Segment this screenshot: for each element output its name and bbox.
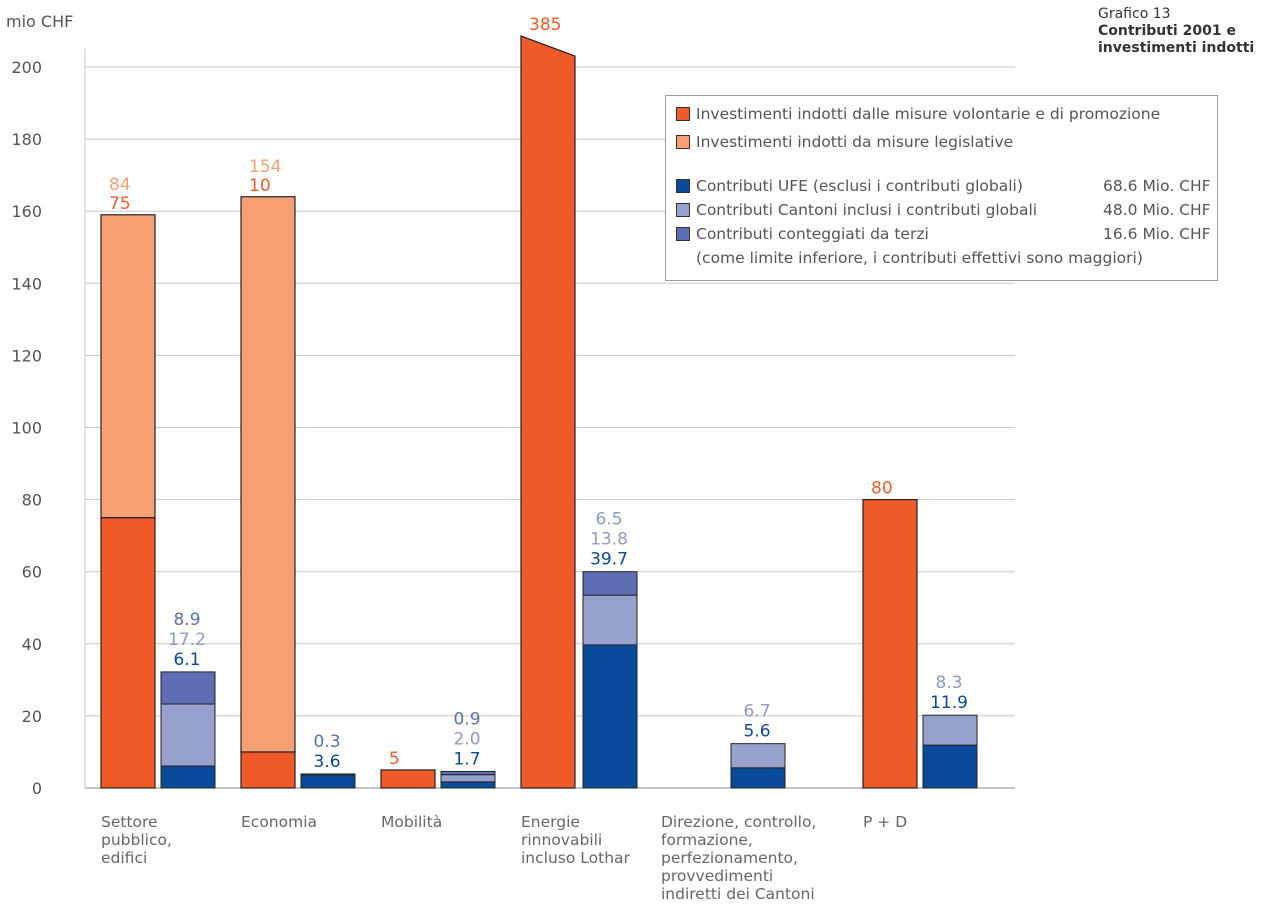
x-category-label-4-4: indiretti dei Cantoni — [661, 885, 815, 903]
bar-ufe-4 — [730, 767, 786, 789]
x-category-label-0-2: edifici — [101, 849, 147, 867]
bar-cantoni-5 — [922, 714, 978, 746]
legend-note-text: (come limite inferiore, i contributi eff… — [696, 249, 1143, 267]
x-category-label-4-0: Direzione, controllo, — [661, 813, 816, 831]
legend-swatch-volontarie — [676, 107, 690, 121]
bar-cantoni-2 — [440, 774, 496, 783]
x-category-label-1-0: Economia — [241, 813, 317, 831]
figure-caption: Grafico 13 Contributi 2001 e investiment… — [1098, 6, 1254, 57]
legend-label-ufe: Contributi UFE (esclusi i contributi glo… — [696, 177, 1023, 195]
value-label-contrib-2-0: 0.9 — [453, 709, 480, 729]
y-tick-label-0: 0 — [32, 779, 42, 798]
value-label-contrib-1-0: 0.3 — [313, 732, 340, 752]
x-category-label-4-2: perfezionamento, — [661, 849, 798, 867]
figure-title-line-1: Contributi 2001 e — [1098, 23, 1236, 39]
bar-ufe-5 — [922, 744, 978, 789]
figure-number: Grafico 13 — [1098, 6, 1171, 22]
bar-cantoni-1 — [300, 773, 356, 776]
bar-ufe-0 — [160, 765, 216, 789]
value-label-contrib-3-0: 6.5 — [595, 510, 622, 530]
y-tick-label-20: 20 — [22, 707, 42, 726]
bar-cantoni-0 — [160, 703, 216, 767]
figure-title-line-2: investimenti indotti — [1098, 40, 1255, 56]
y-tick-label-120: 120 — [11, 346, 42, 365]
value-label-invest-5-0: 80 — [871, 479, 893, 499]
bar-volontarie-0 — [100, 517, 156, 789]
bar-volontarie-1 — [240, 751, 296, 789]
value-label-contrib-3-2: 39.7 — [590, 550, 628, 570]
bar-ufe-1 — [300, 774, 356, 789]
value-label-contrib-0-2: 6.1 — [173, 650, 200, 670]
legend-label-cantoni: Contributi Cantoni inclusi i contributi … — [696, 201, 1038, 219]
y-tick-label-60: 60 — [22, 563, 42, 582]
bar-ufe-3 — [582, 644, 638, 789]
bar-terzi-2 — [440, 770, 496, 776]
x-category-label-3-1: rinnovabili — [521, 831, 602, 849]
value-label-contrib-2-2: 1.7 — [453, 749, 480, 769]
legend-label-volontarie: Investimenti indotti dalle misure volont… — [696, 105, 1161, 123]
y-tick-label-200: 200 — [11, 58, 42, 77]
legend-label-terzi: Contributi conteggiati da terzi — [696, 225, 929, 243]
y-tick-label-180: 180 — [11, 130, 42, 149]
value-label-contrib-5-0: 8.3 — [935, 673, 962, 693]
bar-cantoni-4 — [730, 743, 786, 769]
legend-value-ufe: 68.6 Mio. CHF — [1103, 177, 1211, 195]
legend-value-cantoni: 48.0 Mio. CHF — [1103, 201, 1211, 219]
value-label-invest-0-1: 75 — [109, 194, 131, 214]
value-label-invest-1-0: 154 — [249, 157, 281, 177]
legend-label-legislative: Investimenti indotti da misure legislati… — [696, 133, 1014, 151]
value-label-invest-2-0: 5 — [389, 749, 400, 769]
x-category-label-2-0: Mobilità — [381, 813, 442, 831]
x-category-label-3-0: Energie — [521, 813, 580, 831]
bar-terzi-0 — [160, 671, 216, 705]
legend-value-terzi: 16.6 Mio. CHF — [1103, 225, 1211, 243]
value-label-invest-1-1: 10 — [249, 176, 271, 196]
bar-cantoni-3 — [582, 594, 638, 646]
value-label-invest-3-0: 385 — [529, 15, 561, 35]
x-category-label-5-0: P + D — [863, 813, 907, 831]
legend-swatch-cantoni — [676, 203, 690, 217]
value-label-contrib-1-1: 3.6 — [313, 752, 340, 772]
y-axis-label: mio CHF — [6, 12, 74, 31]
legend-swatch-legislative — [676, 135, 690, 149]
value-label-contrib-4-1: 5.6 — [743, 722, 770, 742]
value-label-invest-0-0: 84 — [109, 175, 131, 195]
y-tick-label-40: 40 — [22, 635, 42, 654]
x-category-label-4-1: formazione, — [661, 831, 753, 849]
value-label-contrib-3-1: 13.8 — [590, 530, 628, 550]
bar-legislative-1 — [240, 196, 296, 753]
legend-swatch-ufe — [676, 179, 690, 193]
value-label-contrib-5-1: 11.9 — [930, 693, 968, 713]
bar-ufe-2 — [440, 781, 496, 789]
value-label-contrib-2-1: 2.0 — [453, 729, 480, 749]
value-label-contrib-0-0: 8.9 — [173, 610, 200, 630]
x-category-label-3-2: incluso Lothar — [521, 849, 631, 867]
x-category-label-4-3: provvedimenti — [661, 867, 773, 885]
y-tick-label-80: 80 — [22, 491, 42, 510]
x-category-label-0-0: Settore — [101, 813, 158, 831]
value-label-contrib-4-0: 6.7 — [743, 702, 770, 722]
bar-volontarie-2 — [380, 769, 436, 789]
bar-legislative-0 — [100, 214, 156, 519]
bar-terzi-3 — [582, 571, 638, 596]
y-tick-label-160: 160 — [11, 202, 42, 221]
bar-volontarie-3 — [520, 35, 576, 789]
chart-legend: Investimenti indotti dalle misure volont… — [665, 95, 1218, 281]
bar-volontarie-5 — [862, 499, 918, 789]
legend-swatch-terzi — [676, 227, 690, 241]
y-tick-label-100: 100 — [11, 419, 42, 438]
value-label-contrib-0-1: 17.2 — [168, 630, 206, 650]
y-tick-label-140: 140 — [11, 274, 42, 293]
x-category-label-0-1: pubblico, — [101, 831, 172, 849]
